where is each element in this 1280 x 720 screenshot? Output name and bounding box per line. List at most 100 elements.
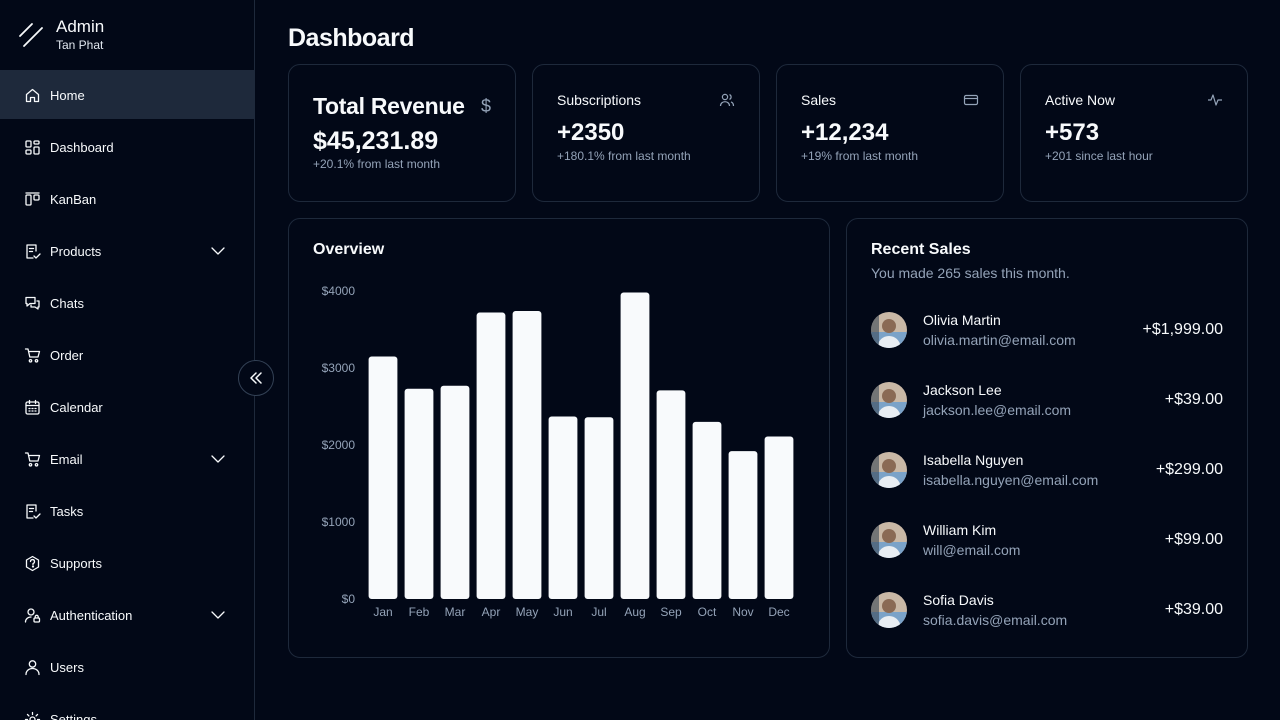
bar-mar[interactable] [440, 385, 470, 599]
y-tick-label: $4000 [322, 284, 356, 298]
products-icon [26, 243, 41, 259]
sidebar-item-email[interactable]: Email [0, 435, 254, 483]
x-tick-label: Nov [732, 605, 753, 619]
sidebar: Admin Tan Phat Home Dashboard KanBan Produc… [0, 0, 255, 720]
sale-customer-name: Olivia Martin [923, 312, 1001, 328]
sidebar-item-calendar[interactable]: Calendar [0, 383, 254, 431]
sale-customer-email: sofia.davis@email.com [923, 612, 1068, 628]
kpi-subtext: +180.1% from last month [557, 149, 691, 163]
kpi-value: $45,231.89 [313, 127, 439, 155]
bar-jul[interactable] [584, 417, 614, 599]
bar-sep[interactable] [656, 390, 686, 599]
user-lock-icon [24, 607, 41, 623]
kpi-card-sales: Sales +12,234 +19% from last month [776, 64, 1004, 202]
x-tick-label: Apr [482, 605, 501, 619]
sidebar-item-label: Supports [50, 555, 103, 571]
x-tick-label: Oct [698, 605, 717, 619]
sidebar-item-authentication[interactable]: Authentication [0, 591, 254, 639]
y-tick-label: $2000 [322, 438, 356, 452]
sidebar-item-label: Settings [50, 711, 97, 720]
sale-customer-name: Sofia Davis [923, 592, 994, 608]
sidebar-item-label: Email [50, 451, 83, 467]
bar-jan[interactable] [368, 356, 398, 599]
x-tick-label: Jul [591, 605, 606, 619]
home-icon [25, 88, 40, 102]
sidebar-item-supports[interactable]: Supports [0, 539, 254, 587]
sidebar-item-label: Dashboard [50, 139, 114, 155]
sale-customer-email: isabella.nguyen@email.com [923, 472, 1099, 488]
sale-customer-name: Isabella Nguyen [923, 452, 1024, 468]
x-tick-label: May [516, 605, 539, 619]
bar-feb[interactable] [404, 388, 434, 599]
sidebar-item-chats[interactable]: Chats [0, 279, 254, 327]
avatar [871, 592, 907, 628]
bar-may[interactable] [512, 311, 542, 599]
bar-apr[interactable] [476, 312, 506, 599]
recent-sales-subtitle: You made 265 sales this month. [871, 265, 1070, 281]
recent-sales-title: Recent Sales [871, 241, 971, 258]
sidebar-item-kanban[interactable]: KanBan [0, 175, 254, 223]
kpi-value: +12,234 [801, 119, 889, 146]
x-tick-label: Jun [553, 605, 572, 619]
brand-subtitle: Tan Phat [56, 38, 104, 52]
sale-customer-name: William Kim [923, 522, 997, 538]
chevron-down-icon[interactable] [210, 608, 226, 622]
sidebar-item-label: Users [50, 659, 84, 675]
sidebar-item-label: Authentication [50, 607, 133, 623]
kpi-card-active-now: Active Now +573 +201 since last hour [1020, 64, 1248, 202]
tasks-icon [26, 503, 41, 519]
sidebar-item-products[interactable]: Products [0, 227, 254, 275]
collapse-sidebar-button[interactable] [238, 360, 274, 396]
sidebar-item-label: Home [50, 87, 85, 103]
y-tick-label: $0 [342, 592, 356, 606]
chevron-down-icon[interactable] [210, 244, 226, 258]
recent-sale-row: William Kim will@email.com +$99.00 [871, 519, 1223, 561]
sale-customer-email: jackson.lee@email.com [923, 402, 1072, 418]
users-icon [719, 93, 735, 107]
bar-oct[interactable] [692, 421, 722, 599]
calendar-icon [25, 399, 40, 415]
sidebar-item-settings[interactable]: Settings [0, 695, 254, 720]
x-tick-label: Dec [768, 605, 789, 619]
sidebar-item-users[interactable]: Users [0, 643, 254, 691]
sidebar-item-label: Tasks [50, 503, 84, 519]
overview-card: Overview $0 $1000 $2000 $3000 $4000 Jan Feb Mar… [288, 218, 830, 658]
sidebar-item-tasks[interactable]: Tasks [0, 487, 254, 535]
gear-icon [24, 711, 41, 720]
avatar [871, 522, 907, 558]
kpi-title: Sales [801, 92, 837, 108]
brand-title: Admin [56, 17, 105, 36]
kpi-subtext: +19% from last month [801, 149, 919, 163]
kpi-value: +2350 [557, 119, 625, 146]
user-icon [25, 659, 40, 675]
chevrons-left-icon [250, 372, 262, 384]
sale-amount: +$99.00 [1164, 531, 1223, 548]
x-tick-label: Mar [445, 605, 466, 619]
sale-customer-name: Jackson Lee [923, 382, 1002, 398]
recent-sales-card: Recent Sales You made 265 sales this mon… [846, 218, 1248, 658]
dollar-icon: $ [480, 95, 491, 116]
avatar [871, 452, 907, 488]
logo-icon [19, 23, 43, 47]
kanban-icon [25, 191, 40, 206]
recent-sale-row: Olivia Martin olivia.martin@email.com +$1,… [871, 309, 1223, 351]
bar-jun[interactable] [548, 416, 578, 599]
bar-nov[interactable] [728, 451, 758, 599]
kpi-card-subscriptions: Subscriptions +2350 +180.1% from last mo… [532, 64, 760, 202]
help-icon [25, 555, 40, 571]
sidebar-item-label: Products [50, 243, 102, 259]
overview-title: Overview [313, 241, 385, 258]
y-tick-label: $3000 [322, 361, 356, 375]
sidebar-item-label: Chats [50, 295, 84, 311]
bar-dec[interactable] [764, 436, 794, 599]
sidebar-item-order[interactable]: Order [0, 331, 254, 379]
sidebar-item-dashboard[interactable]: Dashboard [0, 123, 254, 171]
sidebar-item-label: KanBan [50, 191, 97, 207]
chevron-down-icon[interactable] [210, 452, 226, 466]
sidebar-item-home[interactable]: Home [0, 71, 254, 119]
bar-aug[interactable] [620, 292, 650, 599]
sidebar-item-label: Order [50, 347, 84, 363]
x-tick-label: Feb [409, 605, 430, 619]
brand[interactable]: Admin Tan Phat [0, 0, 254, 71]
kpi-title: Subscriptions [557, 92, 642, 108]
